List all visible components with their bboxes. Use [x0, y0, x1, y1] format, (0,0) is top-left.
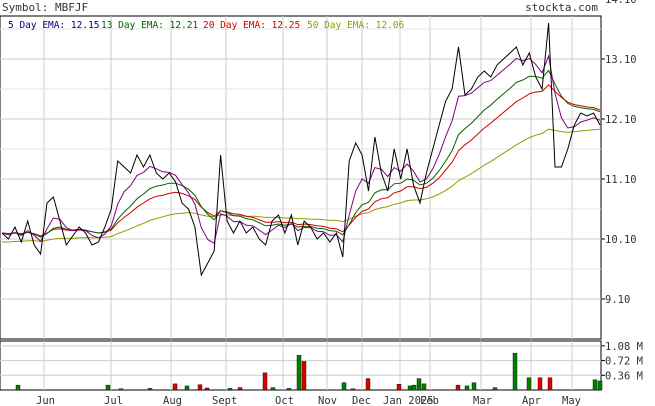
volume-bar — [547, 377, 553, 391]
legend-ema5: 5 Day EMA: 12.15 — [8, 20, 100, 31]
series-price — [1, 22, 601, 277]
volume-bar — [396, 384, 402, 391]
series-ema13 — [1, 69, 601, 238]
volume-bar — [421, 383, 427, 391]
legend: 5 Day EMA: 12.15 13 Day EMA: 12.21 20 Da… — [8, 20, 405, 31]
volume-bar — [227, 388, 233, 391]
volume-bar — [492, 387, 498, 391]
x-tick-label: Jul — [104, 395, 123, 406]
volume-bar — [537, 377, 543, 391]
volume-bar — [270, 387, 276, 391]
volume-bar — [597, 380, 603, 391]
y-axis: 14.10 13.10 12.10 11.10 10.10 9.10 — [601, 0, 637, 306]
site-label: stockta.com — [525, 1, 598, 14]
vol-tick-label: 1.08 M — [605, 341, 643, 353]
volume-bar — [172, 383, 178, 391]
x-tick-label: Aug — [163, 395, 182, 406]
x-tick-label: Jun — [36, 395, 55, 406]
volume-bar — [147, 388, 153, 391]
volume-bar — [592, 379, 598, 391]
legend-ema13: 13 Day EMA: 12.21 — [101, 20, 199, 31]
series-ema50 — [2, 128, 601, 243]
volume-bar — [105, 384, 111, 391]
volume-bar — [341, 382, 347, 391]
series-lines — [1, 22, 601, 277]
volume-bar — [411, 384, 417, 391]
volume-bar — [237, 387, 243, 391]
volume-bar — [512, 353, 518, 391]
volume-bars — [15, 353, 603, 391]
volume-bar — [204, 387, 210, 391]
volume-bar — [416, 378, 422, 391]
x-tick-label: Feb — [420, 395, 439, 406]
price-panel — [0, 15, 602, 340]
volume-bar — [464, 385, 470, 391]
volume-bar — [471, 382, 477, 391]
x-tick-label: Dec — [352, 395, 371, 406]
volume-bar — [455, 384, 461, 391]
y-tick-label: 12.10 — [605, 114, 637, 126]
volume-axis: 1.08 M 0.72 M 0.36 M — [601, 341, 643, 382]
volume-bar — [526, 377, 532, 391]
x-tick-label: Apr — [522, 395, 541, 406]
series-ema5 — [1, 54, 601, 244]
volume-bar — [197, 384, 203, 391]
volume-bar — [286, 388, 292, 391]
legend-ema50: 50 Day EMA: 12.06 — [307, 20, 405, 31]
x-tick-label: Mar — [473, 395, 492, 406]
y-tick-label: 10.10 — [605, 234, 637, 246]
volume-bar — [350, 388, 356, 391]
x-tick-label: May — [562, 395, 581, 406]
volume-bar — [184, 385, 190, 391]
x-tick-label: Oct — [275, 395, 294, 406]
x-tick-label: Nov — [318, 395, 337, 406]
y-tick-label: 13.10 — [605, 54, 637, 66]
y-tick-label: 11.10 — [605, 174, 637, 186]
volume-bar — [301, 361, 307, 391]
volume-bar — [296, 355, 302, 391]
volume-bar — [118, 388, 124, 391]
volume-bar — [365, 378, 371, 391]
volume-bar — [407, 385, 413, 391]
vol-tick-label: 0.36 M — [605, 370, 643, 382]
grid — [0, 16, 601, 339]
vol-tick-label: 0.72 M — [605, 356, 643, 368]
x-tick-label: Sept — [212, 395, 237, 406]
volume-bar — [262, 372, 268, 391]
x-tick-label: Jan 2025 — [383, 395, 434, 406]
legend-ema20: 20 Day EMA: 12.25 — [203, 20, 300, 31]
volume-bar — [15, 384, 21, 391]
y-tick-label: 9.10 — [605, 294, 630, 306]
symbol-label: Symbol: MBFJF — [2, 1, 88, 14]
y-tick-label: 14.10 — [605, 0, 637, 6]
